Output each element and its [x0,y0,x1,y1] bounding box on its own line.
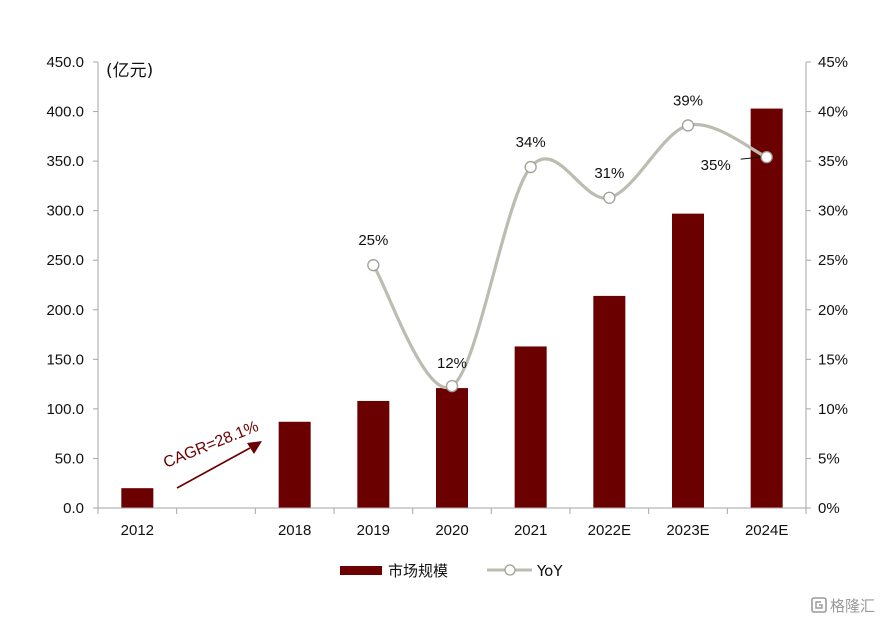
bar [121,488,154,508]
x-tick-label: 2024E [745,522,788,539]
bar [593,295,626,508]
right-tick-label: 40% [818,104,848,121]
left-tick-label: 300.0 [46,203,84,220]
left-tick-label: 400.0 [46,104,84,121]
x-tick-label: 2018 [278,522,311,539]
bar [514,346,547,508]
bar [436,388,468,508]
right-tick-label: 15% [818,351,848,368]
right-tick-label: 35% [818,153,848,170]
watermark-text: 格隆汇 [830,597,875,615]
right-tick-label: 20% [818,302,848,319]
left-tick-label: 250.0 [46,252,84,269]
left-tick-label: 150.0 [46,351,84,368]
left-axis: 0.0 50.0 100.0 150.0 200.0 250.0 300.0 350.0 400… [46,54,99,517]
x-axis: 2012 2018 2019 2020 2021 2022E 2023E 2024E [97,507,807,539]
yoy-data-label: 31% [594,165,624,182]
legend-label-line: YoY [536,562,563,580]
yoy-point [603,191,616,204]
legend-label-bar: 市场规模 [388,562,448,580]
yoy-line-series: 25% 12% 34% 31% 39% 35% [358,92,773,393]
x-tick-label: 2021 [514,522,547,539]
yoy-data-label: 25% [358,232,388,249]
yoy-point [445,379,459,393]
right-tick-label: 10% [818,401,848,418]
bar [672,213,704,508]
cagr-annotation: CAGR=28.1% [161,418,262,489]
yoy-data-label: 39% [673,92,703,109]
x-tick-label: 2020 [435,522,468,539]
right-tick-label: 25% [818,252,848,269]
left-tick-label: 350.0 [46,153,84,170]
right-tick-label: 0% [818,500,840,517]
legend-marker-line [504,564,516,576]
cagr-arrow [176,447,251,489]
left-tick-label: 50.0 [55,450,84,467]
yoy-label-leader [740,156,761,160]
left-tick-label: 0.0 [63,500,84,517]
logo-icon-mark [815,601,823,609]
bar [278,421,311,508]
x-tick-label: 2023E [666,522,709,539]
yoy-data-label: 12% [437,355,467,372]
yoy-point [524,160,537,174]
bar [750,108,783,509]
left-axis-unit-label: (亿元) [106,61,153,81]
legend: 市场规模 YoY [340,562,563,580]
right-tick-label: 45% [818,54,848,71]
legend-swatch-bar [340,566,382,575]
watermark: 格隆汇 [811,597,875,615]
yoy-point [681,119,695,132]
right-tick-label: 30% [818,203,848,220]
right-tick-label: 5% [818,450,840,467]
right-axis: 0% 5% 10% 15% 20% 25% 30% 35% 40% 45% [805,54,848,517]
cagr-arrowhead [247,441,262,454]
x-tick-label: 2012 [121,522,154,539]
yoy-data-label: 34% [516,134,546,151]
left-tick-label: 100.0 [46,401,84,418]
yoy-data-label: 35% [701,157,731,174]
left-tick-label: 200.0 [46,302,84,319]
bar [357,400,390,508]
bar-series [121,108,783,509]
yoy-point [367,259,380,272]
x-tick-label: 2019 [357,522,390,539]
logo-icon [811,597,827,613]
left-tick-label: 450.0 [46,54,84,71]
yoy-point [760,150,773,164]
x-tick-label: 2022E [588,522,631,539]
cagr-label: CAGR=28.1% [161,418,261,472]
